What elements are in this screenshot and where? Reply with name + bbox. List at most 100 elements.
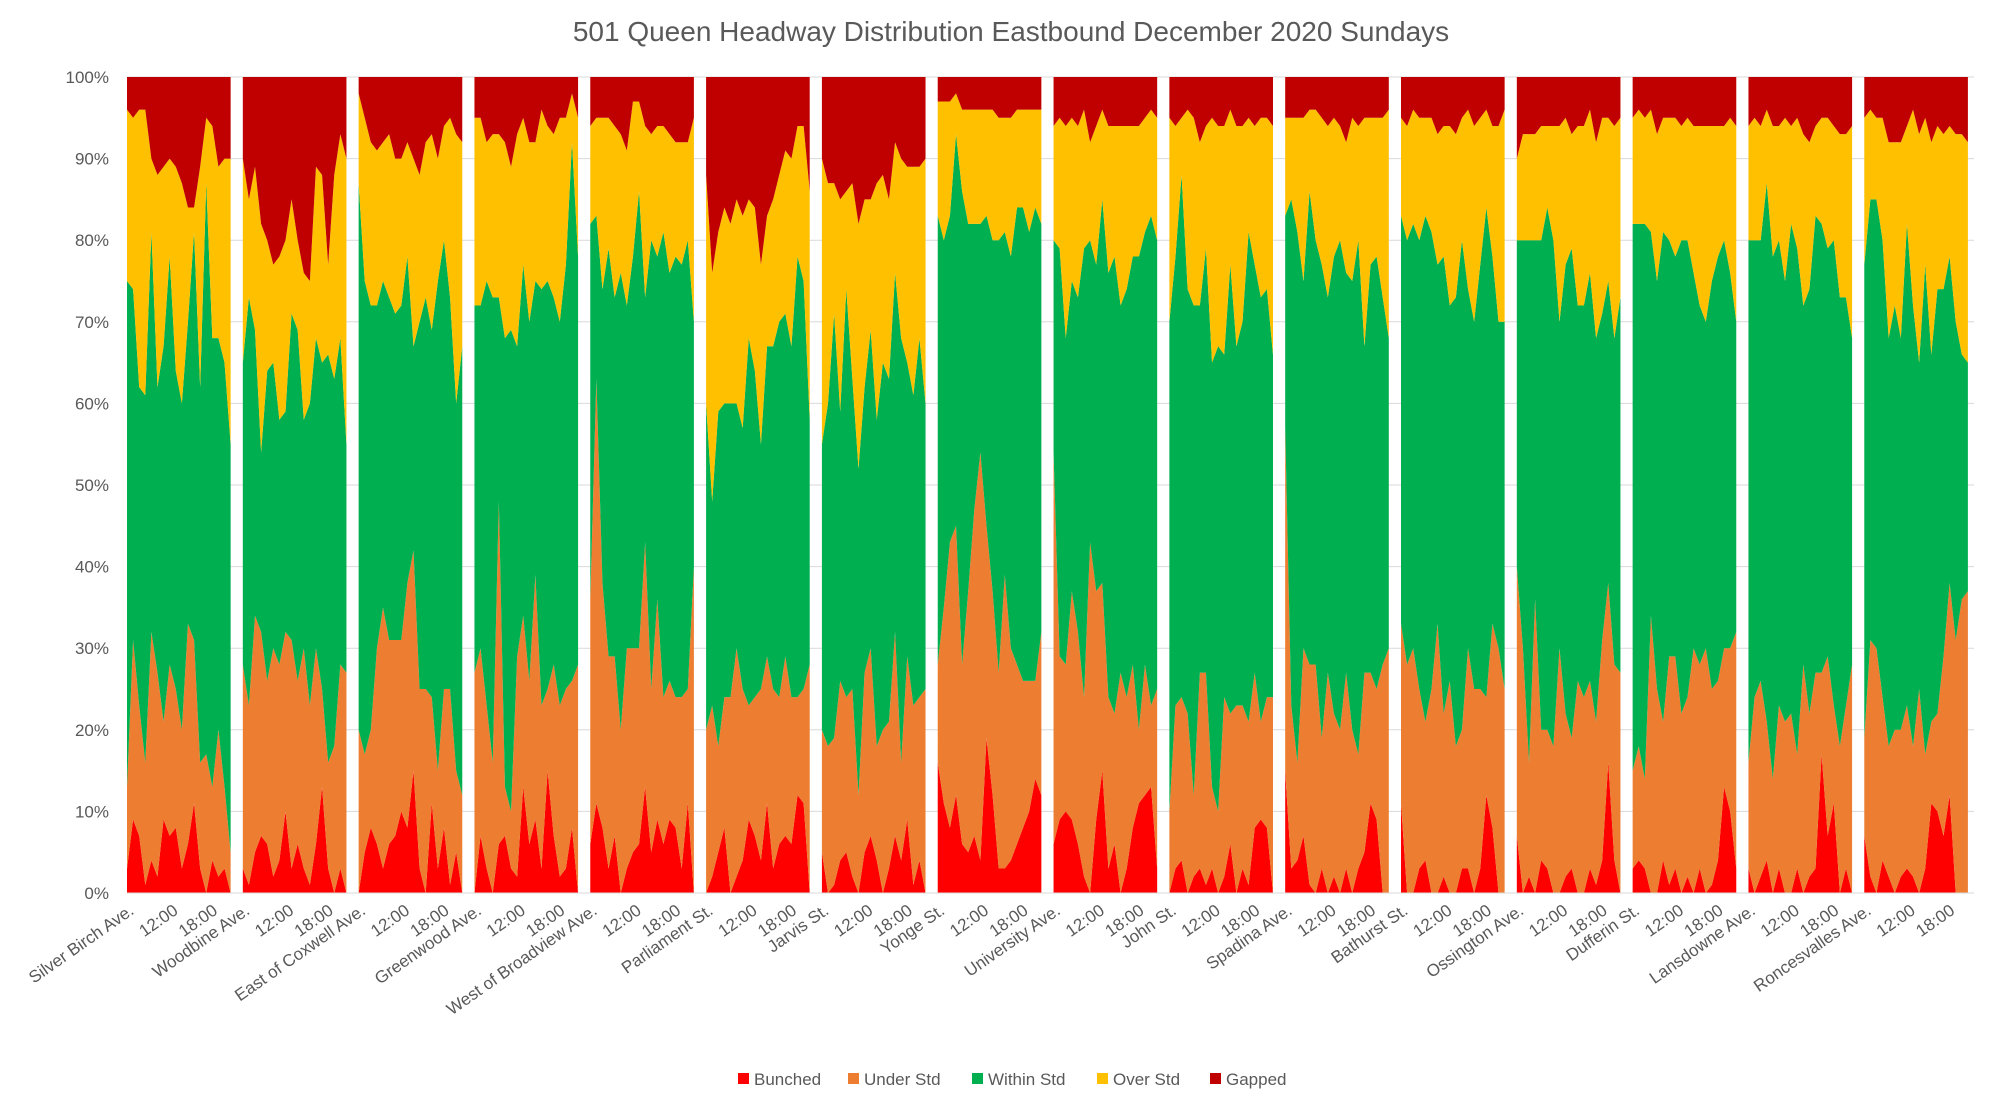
station-segment <box>1516 77 1621 893</box>
x-tick-label: Silver Birch Ave. <box>25 901 137 987</box>
x-tick-label: 12:00 <box>1873 901 1919 941</box>
chart-title: 501 Queen Headway Distribution Eastbound… <box>573 16 1449 47</box>
x-tick-label: 12:00 <box>1178 901 1224 941</box>
plot-area <box>127 77 1968 893</box>
area-within <box>358 183 463 796</box>
x-tick-label: 12:00 <box>1525 901 1571 941</box>
legend-swatch <box>1210 1073 1221 1084</box>
legend-label: Bunched <box>754 1070 821 1089</box>
area-under <box>937 452 1042 869</box>
station-segment <box>242 77 347 893</box>
area-gapped <box>242 77 347 281</box>
area-over <box>1285 109 1389 347</box>
area-bunched <box>821 819 926 893</box>
area-bunched <box>474 770 579 893</box>
area-bunched <box>590 786 694 893</box>
area-within <box>242 297 347 763</box>
area-under <box>706 648 810 893</box>
area-under <box>1864 582 1968 893</box>
area-bunched <box>1632 786 1737 893</box>
y-tick-label: 40% <box>75 558 109 577</box>
area-gapped <box>127 77 231 208</box>
area-under <box>1285 427 1389 893</box>
area-under <box>358 550 463 893</box>
area-gapped <box>1516 77 1621 159</box>
x-tick-label: 12:00 <box>1062 901 1108 941</box>
station-segment <box>1401 77 1505 893</box>
area-gapped <box>1632 77 1737 135</box>
area-over <box>821 142 926 469</box>
area-gapped <box>1053 77 1158 143</box>
y-axis: 0% 10% 20% 30% 40% 50% 60% 70% 80% 90% 100% <box>66 68 109 903</box>
station-segment <box>937 77 1042 893</box>
y-tick-label: 10% <box>75 802 109 821</box>
area-over <box>1169 109 1273 363</box>
area-under <box>1516 566 1621 893</box>
legend-swatch <box>1097 1073 1108 1084</box>
area-gapped <box>590 77 694 151</box>
area-bunched <box>1864 795 1968 893</box>
area-gapped <box>937 77 1042 118</box>
station-segment <box>821 77 926 893</box>
x-tick-label: 12:00 <box>599 901 645 941</box>
legend-item: Over Std <box>1097 1070 1180 1089</box>
x-tick-label: 12:00 <box>251 901 297 941</box>
y-tick-label: 50% <box>75 476 109 495</box>
area-gapped <box>1401 77 1505 135</box>
y-tick-label: 60% <box>75 394 109 413</box>
area-over <box>1401 109 1505 322</box>
area-over <box>1748 109 1853 339</box>
y-tick-label: 100% <box>66 68 109 87</box>
x-tick-label: 18:00 <box>1912 901 1958 941</box>
station-segment <box>590 77 694 893</box>
x-tick-label: 12:00 <box>483 901 529 941</box>
y-tick-label: 90% <box>75 150 109 169</box>
area-gapped <box>1285 77 1389 143</box>
legend-label: Under Std <box>864 1070 941 1089</box>
area-within <box>474 142 579 812</box>
area-over <box>358 93 463 404</box>
y-tick-label: 0% <box>84 884 109 903</box>
legend-label: Gapped <box>1226 1070 1287 1089</box>
area-within <box>1632 223 1737 779</box>
area-bunched <box>242 786 347 893</box>
area-under <box>1401 623 1505 893</box>
area-within <box>821 272 926 796</box>
area-within <box>127 183 231 853</box>
x-tick-label: 12:00 <box>946 901 992 941</box>
station-segment <box>127 77 231 893</box>
x-tick-label: 12:00 <box>136 901 182 941</box>
area-over <box>1516 109 1621 339</box>
area-under <box>1748 656 1853 893</box>
area-bunched <box>1748 754 1853 893</box>
area-gapped <box>358 77 463 175</box>
area-under <box>821 631 926 893</box>
x-tick-label: 12:00 <box>1410 901 1456 941</box>
area-within <box>706 256 810 747</box>
area-within <box>1864 199 1968 755</box>
area-under <box>242 615 347 893</box>
station-segment <box>706 77 810 893</box>
area-over <box>474 93 579 347</box>
legend-swatch <box>972 1073 983 1084</box>
area-within <box>937 134 1042 681</box>
station-segment <box>1864 77 1968 893</box>
legend-swatch <box>848 1073 859 1084</box>
area-bunched <box>937 737 1042 893</box>
legend-label: Over Std <box>1113 1070 1180 1089</box>
legend-item: Within Std <box>972 1070 1065 1089</box>
legend: Bunched Under Std Within Std Over Std Gapped <box>738 1070 1287 1089</box>
area-gapped <box>1748 77 1853 143</box>
area-under <box>127 623 231 893</box>
station-segment <box>1748 77 1853 893</box>
area-gapped <box>821 77 926 224</box>
area-over <box>1632 109 1737 322</box>
legend-item: Bunched <box>738 1070 821 1089</box>
area-bunched <box>1401 795 1505 893</box>
area-bunched <box>1516 762 1621 893</box>
legend-swatch <box>738 1073 749 1084</box>
legend-item: Under Std <box>848 1070 941 1089</box>
area-bunched <box>1285 770 1389 893</box>
area-gapped <box>706 77 810 273</box>
